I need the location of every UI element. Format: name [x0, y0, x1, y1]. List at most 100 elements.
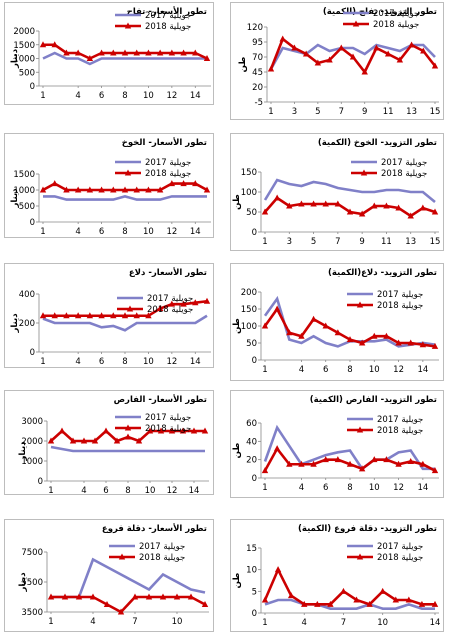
y-tick-label: 45	[252, 68, 263, 78]
y-tick-label: 50	[246, 208, 257, 218]
legend-label: جويلية 2017	[373, 9, 419, 19]
y-tick-label: 0	[252, 609, 257, 619]
data-point-marker	[327, 600, 334, 607]
x-tick-label: 10	[143, 91, 154, 101]
x-tick-label: 11	[381, 237, 392, 247]
x-tick-label: 10	[145, 486, 156, 496]
data-point-marker	[358, 465, 366, 472]
y-tick-label: 200	[19, 319, 35, 329]
legend-label: جويلية 2017	[377, 542, 423, 552]
x-tick-label: 7	[339, 107, 344, 117]
series-line-2017	[42, 314, 208, 332]
x-tick-label: 1	[40, 227, 45, 237]
data-point-marker	[396, 56, 404, 63]
y-tick-label: 1500	[13, 170, 35, 180]
x-tick-label: 15	[430, 107, 441, 117]
y-tick-label: 0	[30, 348, 35, 358]
legend-label: جويلية 2017	[145, 11, 191, 21]
x-tick-label: 7	[132, 617, 137, 627]
data-point-marker	[349, 53, 357, 60]
data-point-marker	[145, 186, 152, 193]
legend-label: جويلية 2017	[381, 158, 427, 168]
legend-label: جويلية 2018	[381, 169, 427, 179]
y-tick-label: 50	[246, 339, 257, 349]
legend-marker	[356, 553, 364, 560]
y-tick-label: 2000	[13, 27, 35, 37]
data-point-marker	[201, 601, 209, 607]
x-tick-label: 10	[377, 618, 388, 628]
data-point-marker	[267, 65, 275, 72]
data-point-marker	[326, 56, 333, 63]
x-tick-label: 14	[190, 227, 201, 237]
x-tick-label: 8	[122, 357, 127, 367]
legend-label: جويلية 2018	[373, 20, 419, 30]
data-point-marker	[419, 204, 427, 211]
data-point-marker	[322, 456, 329, 463]
data-point-marker	[298, 200, 305, 207]
data-point-marker	[310, 200, 317, 207]
data-point-marker	[86, 55, 94, 61]
data-point-marker	[121, 312, 129, 319]
legend-marker	[126, 305, 134, 312]
x-tick-label: 9	[362, 107, 367, 117]
legend-label: جويلية 2018	[145, 169, 191, 179]
data-point-marker	[124, 433, 132, 440]
y-axis-label: دينار	[18, 572, 28, 593]
data-point-marker	[133, 49, 140, 56]
y-tick-label: 150	[241, 305, 257, 315]
chart-title: تطور الأسعار- دقلة فروع	[102, 523, 207, 534]
data-point-marker	[61, 593, 69, 600]
data-point-marker	[287, 592, 295, 599]
x-tick-label: 12	[167, 486, 178, 496]
data-point-marker	[407, 339, 414, 346]
data-point-marker	[74, 186, 82, 193]
y-axis-label: طن	[232, 318, 242, 334]
data-point-marker	[63, 186, 70, 193]
data-point-marker	[419, 341, 427, 348]
x-tick-label: 12	[166, 357, 177, 367]
chart-title: تطور التزويد- دقلة فروع (الكمية)	[298, 524, 437, 534]
data-point-marker	[371, 456, 378, 463]
series-line-2017	[264, 598, 435, 610]
data-point-marker	[110, 186, 117, 193]
y-axis-label: طن	[238, 57, 248, 73]
data-point-marker	[145, 593, 153, 600]
x-tick-label: 10	[143, 227, 154, 237]
chart-title: تطور التزويد- تفاح (الكمية)	[323, 7, 437, 17]
data-point-marker	[110, 312, 117, 319]
y-tick-label: 70	[252, 53, 263, 63]
chart-panel-2: تطور التزويد- تفاح (الكمية) طن -5 20 45 70 95 1…	[230, 2, 444, 120]
data-point-marker	[366, 600, 373, 607]
y-tick-label: 400	[19, 290, 35, 300]
chart-panel-3: تطور الأسعار- الخوخ دينار 0 500 1000 1500 1 4 6 8…	[4, 133, 214, 238]
chart-svg: تطور التزويد- دقلة فروع (الكمية) طن 0 5 10 15…	[232, 524, 440, 628]
y-axis-label: طن	[232, 443, 242, 459]
legend-label: جويلية 2017	[145, 158, 191, 168]
y-tick-label: 100	[241, 322, 257, 332]
data-point-marker	[133, 186, 140, 193]
data-point-marker	[383, 456, 390, 463]
data-point-marker	[261, 322, 269, 329]
data-point-marker	[273, 305, 281, 312]
y-tick-label: 15	[246, 544, 257, 554]
y-tick-label: 1000	[13, 186, 35, 196]
data-point-marker	[261, 208, 269, 215]
data-point-marker	[159, 593, 167, 600]
data-point-marker	[431, 600, 439, 607]
x-tick-label: 8	[122, 91, 127, 101]
x-tick-label: 8	[347, 365, 352, 375]
legend-marker	[360, 169, 368, 176]
data-point-marker	[201, 427, 209, 434]
data-point-marker	[338, 44, 345, 51]
data-point-marker	[91, 437, 99, 444]
x-tick-label: 9	[359, 237, 364, 247]
chart-svg: تطور التزويد- الخوخ (الكمية) طن 0 50 100 150 1…	[232, 138, 440, 247]
y-tick-label: 150	[241, 168, 257, 178]
legend-marker	[356, 301, 364, 308]
x-tick-label: 4	[299, 365, 304, 375]
chart-panel-5: تطور الأسعار- دلاع دينار 0 200 400 1 4 6 8 10 12 14…	[4, 263, 214, 368]
y-tick-label: 0	[252, 228, 257, 238]
data-point-marker	[203, 186, 211, 193]
data-point-marker	[379, 587, 386, 594]
